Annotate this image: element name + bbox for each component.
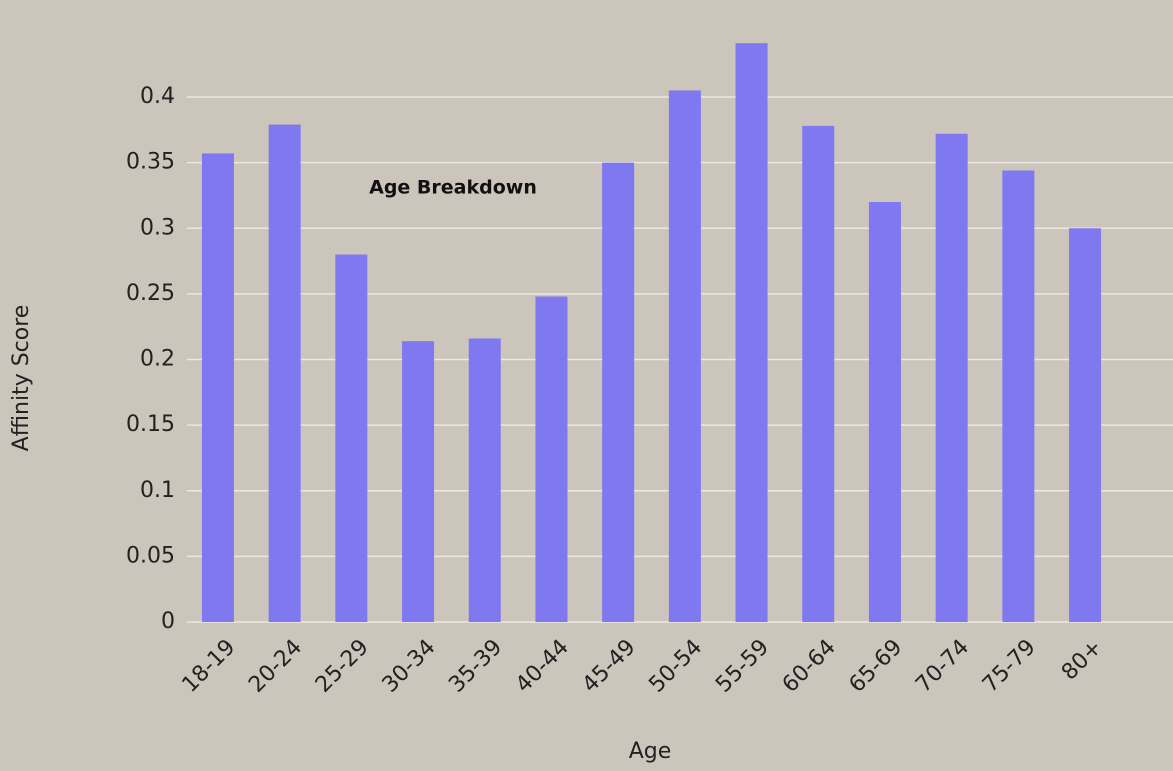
bar (402, 341, 435, 622)
bar (201, 153, 234, 622)
y-tick-label: 0 (161, 609, 175, 634)
bar (468, 338, 501, 622)
bar (602, 162, 635, 622)
y-axis-label: Affinity Score (9, 305, 34, 452)
bar (268, 124, 301, 622)
x-tick-label: 25-29 (311, 635, 374, 698)
x-tick-label: 70-74 (911, 635, 974, 698)
bar (1069, 228, 1102, 622)
x-tick-label: 30-34 (378, 635, 441, 698)
bar (668, 90, 701, 622)
y-tick-label: 0.1 (140, 478, 175, 503)
bar (335, 254, 368, 622)
y-tick-label: 0.35 (126, 150, 175, 175)
x-tick-label: 50-54 (644, 635, 707, 698)
bar (535, 296, 568, 622)
y-tick-label: 0.2 (140, 347, 175, 372)
y-tick-label: 0.25 (126, 281, 175, 306)
y-tick-label: 0.3 (140, 215, 175, 240)
x-tick-label: 75-79 (978, 635, 1041, 698)
x-tick-label: 55-59 (711, 635, 774, 698)
x-tick-label: 18-19 (178, 635, 241, 698)
y-tick-label: 0.15 (126, 412, 175, 437)
bar (935, 133, 968, 622)
bar (735, 43, 768, 623)
x-tick-label: 65-69 (845, 635, 908, 698)
y-tick-label: 0.4 (140, 84, 175, 109)
x-tick-label: 20-24 (244, 635, 307, 698)
x-tick-label: 45-49 (578, 635, 641, 698)
x-tick-label: 60-64 (778, 635, 841, 698)
chart-title: Age Breakdown (369, 177, 537, 199)
bar (868, 202, 901, 623)
x-tick-label: 40-44 (511, 635, 574, 698)
bar (1002, 170, 1035, 622)
y-tick-label: 0.05 (126, 543, 175, 568)
bar (802, 125, 835, 623)
x-axis-label: Age (629, 739, 672, 764)
x-tick-label: 80+ (1057, 635, 1108, 686)
x-tick-label: 35-39 (444, 635, 507, 698)
